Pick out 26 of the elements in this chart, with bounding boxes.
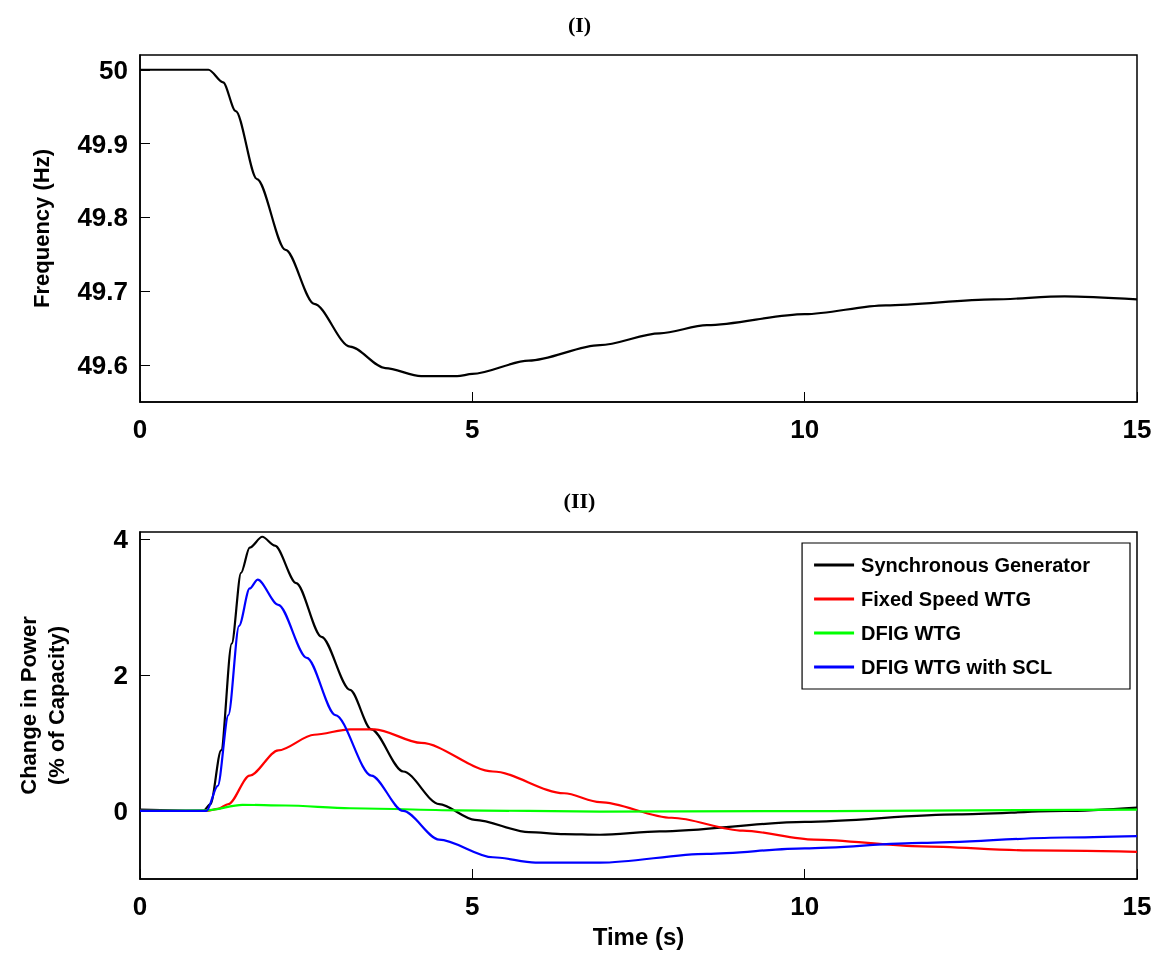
legend-label: Fixed Speed WTG [861, 588, 1032, 610]
y-tick-label: 49.7 [77, 276, 128, 307]
y-tick-label: 2 [113, 659, 128, 690]
legend-label: DFIG WTG with SCL [861, 656, 1053, 678]
legend-label: DFIG WTG [861, 622, 962, 644]
y-axis-title: Frequency (Hz) [28, 149, 54, 308]
x-tick-label: 15 [1122, 891, 1152, 921]
chart-title: (I) [567, 11, 592, 37]
x-tick-label: 0 [132, 891, 148, 921]
x-tick-label: 5 [465, 891, 480, 921]
line-series [138, 578, 1139, 864]
x-tick-label: 15 [1122, 414, 1152, 444]
x-tick-label: 5 [465, 414, 480, 444]
y-tick-label: 0 [113, 795, 128, 826]
x-axis-title: Time (s) [592, 922, 685, 950]
y-tick-label: 49.8 [77, 202, 128, 233]
x-tick-label: 10 [790, 891, 820, 921]
legend-label: Synchronous Generator [861, 554, 1091, 576]
y-axis-title: Change in Power (% of Capacity) [15, 615, 69, 795]
x-tick-label: 0 [132, 414, 148, 444]
x-tick-label: 10 [790, 414, 820, 444]
y-tick-label: 50 [99, 54, 128, 85]
y-tick-label: 49.6 [77, 350, 128, 381]
y-tick-label: 4 [113, 523, 129, 554]
y-tick-label: 49.9 [77, 128, 128, 159]
chart-title: (II) [563, 487, 596, 513]
